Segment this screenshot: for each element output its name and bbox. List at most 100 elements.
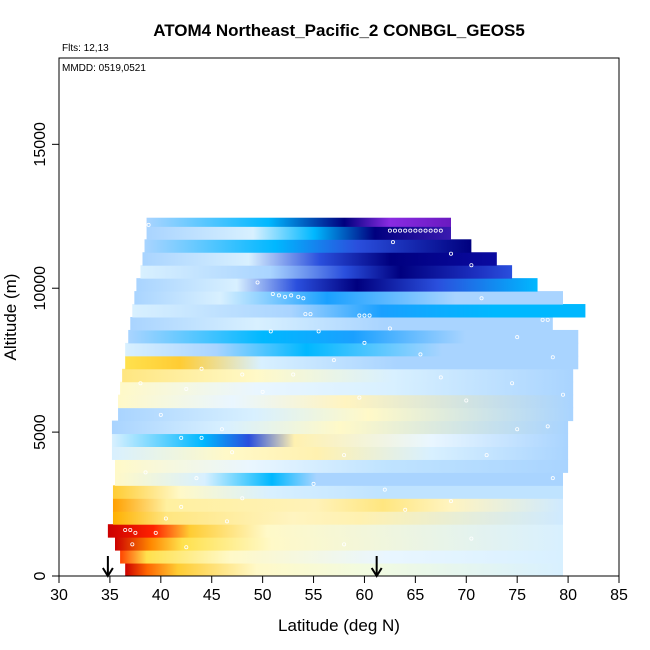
heatmap-band: [146, 217, 451, 227]
sample-point: [387, 326, 392, 331]
sample-point: [510, 381, 515, 386]
x-tick-label: 85: [610, 587, 628, 604]
chart-title: ATOM4 Northeast_Pacific_2 CONBGL_GEOS5: [153, 21, 525, 40]
sample-point: [398, 228, 403, 233]
x-axis: 30 35 40 45 50 55 60 65 70 75 80 85: [50, 575, 628, 604]
heatmap-band: [111, 420, 569, 435]
sample-point: [260, 389, 265, 394]
sample-point: [230, 450, 235, 455]
heatmap-band: [136, 278, 538, 292]
sample-point: [540, 317, 545, 322]
sample-point: [387, 228, 392, 233]
sample-point: [515, 427, 520, 432]
sample-point: [433, 228, 438, 233]
sample-point: [392, 228, 397, 233]
sample-point: [357, 395, 362, 400]
sample-point: [448, 499, 453, 504]
latitude-arrows: [102, 556, 383, 578]
sample-point: [469, 536, 474, 541]
x-tick-label: 50: [254, 587, 272, 604]
sample-point: [550, 476, 555, 481]
sample-point: [143, 470, 148, 475]
sample-point: [194, 476, 199, 481]
heatmap-band: [146, 226, 451, 240]
heatmap-band: [132, 304, 586, 318]
sample-point: [545, 424, 550, 429]
sample-point: [448, 251, 453, 256]
heatmap-band: [112, 511, 564, 525]
sample-point: [283, 294, 288, 299]
sample-point: [382, 487, 387, 492]
sample-point: [418, 352, 423, 357]
sample-point: [423, 228, 428, 233]
x-tick-label: 55: [305, 587, 323, 604]
y-axis-label: Altitude (m): [1, 274, 20, 361]
sample-point: [438, 375, 443, 380]
sample-point: [308, 312, 313, 317]
heatmap-band: [142, 252, 497, 266]
sample-point: [413, 228, 418, 233]
sample-point: [403, 228, 408, 233]
sample-point: [418, 228, 423, 233]
sample-point: [586, 303, 591, 308]
sample-point: [199, 435, 204, 440]
x-tick-label: 60: [356, 587, 374, 604]
sample-point: [561, 392, 566, 397]
sample-point: [291, 372, 296, 377]
sample-point: [408, 228, 413, 233]
heatmap-band: [134, 291, 563, 305]
x-tick-label: 70: [457, 587, 475, 604]
heatmap-band: [122, 368, 574, 383]
x-tick-label: 80: [559, 587, 577, 604]
y-tick-label: 5000: [32, 414, 49, 450]
heatmap-band: [130, 317, 553, 331]
heatmap-layers: [107, 217, 586, 577]
sample-point: [362, 340, 367, 345]
heatmap-band: [118, 407, 574, 422]
heatmap-band: [125, 355, 579, 370]
sample-point: [428, 228, 433, 233]
x-tick-label: 75: [508, 587, 526, 604]
sample-point: [311, 481, 316, 486]
sample-point: [270, 291, 275, 296]
flights-annotation: Flts: 12,13: [62, 43, 109, 54]
sample-point: [357, 313, 362, 318]
sample-point: [301, 296, 306, 301]
sample-point: [153, 530, 158, 535]
y-tick-label: 10000: [32, 266, 49, 311]
down-arrow-icon: [370, 556, 383, 578]
x-tick-label: 45: [203, 587, 221, 604]
heatmap-band: [107, 524, 563, 538]
sample-point: [184, 545, 189, 550]
x-tick-label: 35: [101, 587, 119, 604]
x-tick-label: 65: [406, 587, 424, 604]
sample-point: [276, 293, 281, 298]
heatmap-band: [125, 342, 579, 357]
sample-point: [316, 329, 321, 334]
sample-point: [550, 355, 555, 360]
sample-point: [296, 294, 301, 299]
sample-point: [130, 542, 135, 547]
sample-point: [403, 507, 408, 512]
sample-point: [133, 530, 138, 535]
heatmap-band: [140, 265, 513, 279]
sample-point: [146, 222, 151, 227]
y-axis: 0 5000 10000 15000: [32, 122, 60, 580]
x-tick-label: 40: [152, 587, 170, 604]
heatmap-band: [144, 239, 472, 253]
heatmap-band: [120, 381, 574, 396]
heatmap-band: [115, 537, 563, 551]
sample-point: [123, 527, 128, 532]
heatmap-band: [118, 394, 574, 409]
heatmap-band: [111, 433, 569, 447]
sample-point: [219, 427, 224, 432]
sample-point: [331, 358, 336, 363]
sample-point: [199, 366, 204, 371]
date-annotation: MMDD: 0519,0521: [62, 63, 146, 74]
sample-point: [158, 412, 163, 417]
heatmap-band: [112, 498, 564, 512]
heatmap-band: [112, 485, 564, 499]
sample-point: [367, 313, 372, 318]
sample-point: [515, 335, 520, 340]
